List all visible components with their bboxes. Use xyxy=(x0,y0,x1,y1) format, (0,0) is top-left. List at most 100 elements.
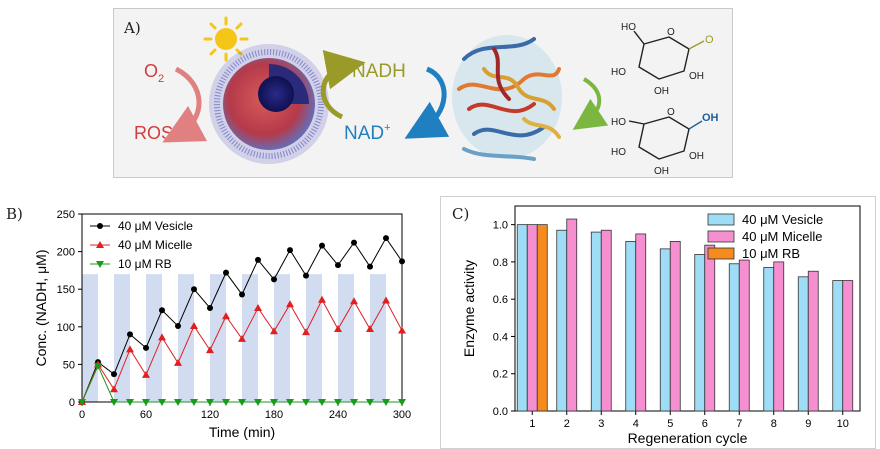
x-tick-label: 60 xyxy=(140,409,152,421)
data-point xyxy=(366,325,374,333)
data-point xyxy=(126,399,134,406)
bar xyxy=(590,231,602,412)
nad-label: NAD+ xyxy=(344,122,391,144)
bar xyxy=(728,263,740,412)
bar xyxy=(635,233,647,412)
data-point xyxy=(350,297,358,305)
data-point xyxy=(270,399,278,406)
data-point xyxy=(303,272,309,279)
ho-top-label: HO xyxy=(621,22,636,33)
data-point xyxy=(158,399,166,406)
illumination-band xyxy=(306,274,322,402)
x-tick-label: 1 xyxy=(529,418,535,430)
data-point xyxy=(94,362,102,370)
bar xyxy=(556,229,568,412)
bar xyxy=(763,267,775,412)
legend-label: 10 μM RB xyxy=(742,246,800,261)
y-tick-label: 1.0 xyxy=(493,220,508,232)
illumination-band xyxy=(146,274,162,402)
oh-bottom-bottom-label: OH xyxy=(654,166,669,177)
data-point xyxy=(302,399,310,406)
data-point xyxy=(238,334,246,342)
data-point xyxy=(287,247,293,254)
bar xyxy=(832,280,844,412)
data-point xyxy=(222,312,230,320)
data-point xyxy=(350,399,358,406)
x-tick-label: 8 xyxy=(771,418,777,430)
oh-top-right-label: OH xyxy=(689,71,704,82)
data-point xyxy=(366,399,374,406)
enzyme-to-product-arrow xyxy=(572,77,609,130)
data-point xyxy=(255,256,261,263)
data-point xyxy=(110,399,118,406)
x-tick-label: 5 xyxy=(667,418,673,430)
oh-top-bottom-label: OH xyxy=(654,86,669,97)
data-point xyxy=(383,235,389,242)
y-tick-label: 0.6 xyxy=(493,294,508,306)
x-tick-label: 240 xyxy=(329,409,347,421)
y-tick-label: 50 xyxy=(63,359,75,371)
data-point xyxy=(319,242,325,249)
gluconolactone-structure-icon xyxy=(633,30,705,80)
data-point xyxy=(190,322,198,330)
ring-o-top-label: O xyxy=(667,27,675,38)
sun-icon xyxy=(203,16,249,62)
ring-o-bottom-label: O xyxy=(667,107,675,118)
data-point xyxy=(78,399,86,406)
vesicle-icon xyxy=(209,44,329,164)
data-point xyxy=(175,323,181,330)
data-point xyxy=(174,399,182,406)
carbonyl-o-label: O xyxy=(705,34,714,46)
x-tick-label: 9 xyxy=(805,418,811,430)
data-point xyxy=(382,399,390,406)
y-tick-label: 0.0 xyxy=(493,406,508,418)
data-point xyxy=(142,370,150,378)
data-point xyxy=(351,239,357,246)
y-tick-label: 100 xyxy=(57,322,75,334)
x-tick-label: 180 xyxy=(265,409,283,421)
data-point xyxy=(254,399,262,406)
panel-c-label: C) xyxy=(452,205,470,223)
bar xyxy=(704,244,716,412)
x-tick-label: 7 xyxy=(736,418,742,430)
data-point xyxy=(271,276,277,283)
data-point xyxy=(222,399,230,406)
data-point xyxy=(398,399,406,406)
nadh-to-nad-arrow xyxy=(404,66,450,139)
illumination-band xyxy=(210,274,226,402)
y-axis-label: Conc. (NADH, μM) xyxy=(33,250,49,367)
data-point xyxy=(142,399,150,406)
data-point xyxy=(190,399,198,406)
data-point xyxy=(158,333,166,341)
oh-bottom-right-label: OH xyxy=(689,151,704,162)
x-tick-label: 4 xyxy=(633,418,639,430)
y-tick-label: 0.2 xyxy=(493,369,508,381)
data-point xyxy=(398,326,406,334)
data-point xyxy=(286,300,294,308)
bar xyxy=(566,218,578,412)
bar xyxy=(807,270,819,412)
bar xyxy=(600,229,612,412)
x-tick-label: 6 xyxy=(702,418,708,430)
bar xyxy=(516,224,528,412)
data-point xyxy=(191,286,197,293)
bar xyxy=(536,224,548,412)
illumination-band xyxy=(370,274,386,402)
x-tick-label: 300 xyxy=(393,409,411,421)
bar xyxy=(669,241,681,412)
legend-label: 40 μM Micelle xyxy=(742,229,822,244)
data-point xyxy=(270,327,278,335)
data-point xyxy=(318,295,326,303)
scheme-panel: A) xyxy=(113,8,733,178)
data-point xyxy=(335,262,341,269)
x-tick-label: 2 xyxy=(564,418,570,430)
bar xyxy=(694,254,706,412)
data-point xyxy=(207,305,213,311)
o2-to-ros-arrow xyxy=(162,66,208,143)
bar xyxy=(842,280,854,412)
enzyme-structure-icon xyxy=(452,35,562,161)
ho-bottom-left-label: HO xyxy=(611,147,626,158)
illumination-band xyxy=(274,274,290,402)
nadh-time-chart: 0 60 120 180 240 300 0 50 100 150 200 250 Time (min)… xyxy=(33,209,411,440)
x-tick-label: 10 xyxy=(837,418,849,430)
